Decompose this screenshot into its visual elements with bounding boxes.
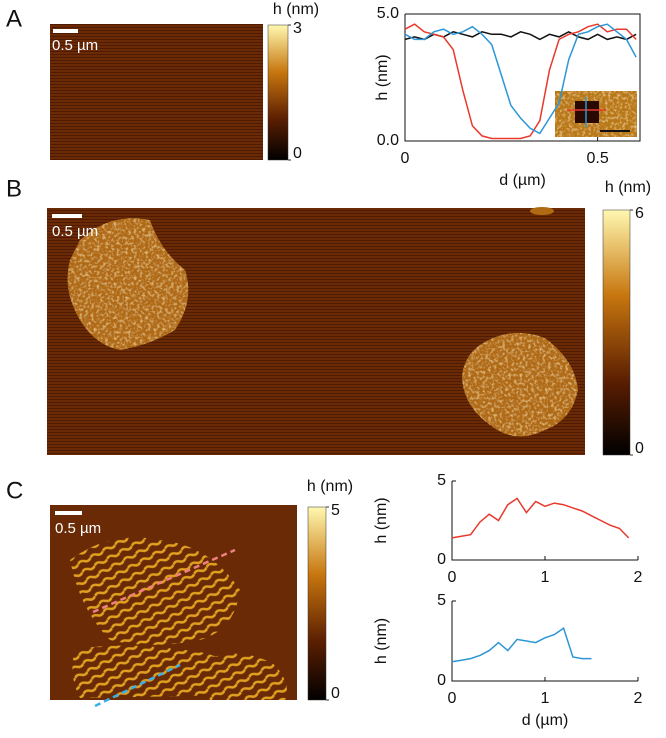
colorbar-tick-label: 6 [635,205,644,222]
y-axis-label: h (nm) [374,54,391,100]
profile-line [94,663,181,708]
colorbar [307,506,327,701]
y-axis-label: h (nm) [373,618,390,664]
colorbar-tick-label: 0 [293,145,302,162]
panel-label: A [6,5,22,32]
profile-line [92,548,236,614]
scale-bar-label: 0.5 µm [55,520,101,537]
x-tick-label: 1 [541,569,550,586]
colorbar [267,24,289,161]
x-tick-label: 2 [634,690,643,707]
y-tick-label: 5 [437,592,446,609]
domain [530,207,554,215]
x-tick-label: 0 [401,150,410,167]
domain [70,537,240,645]
x-axis-label: d (µm) [499,172,546,189]
axis [404,13,641,142]
axis [451,601,638,682]
x-axis-label: d (µm) [522,712,569,729]
x-tick-label: 1 [541,690,550,707]
series-line [404,23,637,140]
x-tick-label: 0.5 [586,150,608,167]
y-tick-label: 0 [437,672,446,689]
colorbar-tick-label: 0 [635,440,644,457]
panel-label: B [6,175,22,202]
scale-bar-label: 0.5 µm [52,223,98,240]
inset-hole [575,101,599,123]
domain [67,218,189,350]
domain [462,332,578,437]
x-tick-label: 2 [634,569,643,586]
domain [202,653,288,700]
y-axis-label: h (nm) [373,497,390,543]
y-tick-label: 0 [437,551,446,568]
colorbar [602,209,631,456]
y-tick-label: 0.0 [377,132,399,149]
series-line [451,497,630,539]
colorbar-label: h (nm) [605,179,651,196]
colorbar-label: h (nm) [307,478,353,495]
colorbar-label: h (nm) [273,1,319,18]
y-tick-label: 5.0 [377,5,399,22]
axis [451,481,638,561]
colorbar-tick-label: 3 [293,20,302,37]
x-tick-label: 0 [448,690,457,707]
series-line [404,23,637,135]
x-tick-label: 0 [448,569,457,586]
y-tick-label: 5 [437,472,446,489]
series-line [451,627,592,663]
panel-label: C [6,477,23,504]
afm-image [50,24,263,160]
colorbar-tick-label: 5 [331,502,340,519]
scale-bar-label: 0.5 µm [52,37,98,54]
colorbar-tick-label: 0 [331,685,340,702]
